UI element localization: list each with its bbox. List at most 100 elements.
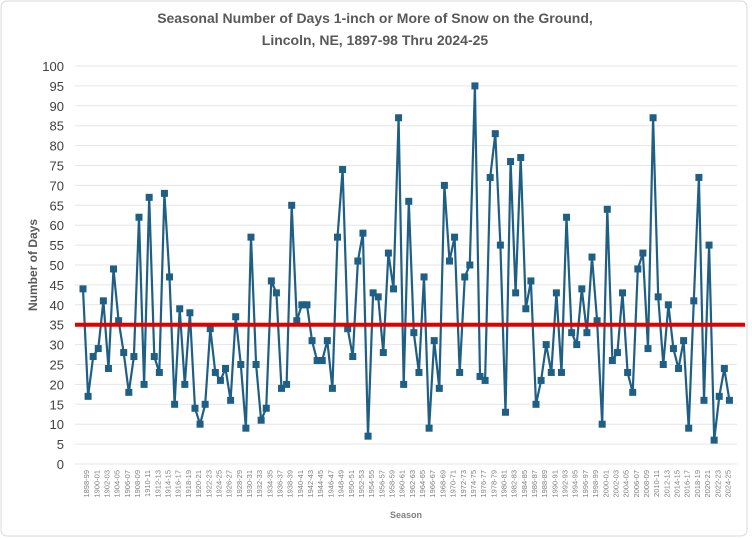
y-tick-label: 85 xyxy=(50,119,64,134)
data-point xyxy=(94,345,102,353)
data-point xyxy=(578,285,586,293)
data-point xyxy=(624,368,632,376)
x-tick-label: 1988-89 xyxy=(540,470,549,498)
x-tick-label: 1948-49 xyxy=(337,470,346,498)
x-tick-label: 1950-51 xyxy=(347,470,356,498)
data-point xyxy=(196,420,204,428)
y-tick-label: 60 xyxy=(50,218,64,233)
data-point xyxy=(634,265,642,273)
data-point xyxy=(568,329,576,337)
y-tick-label: 55 xyxy=(50,238,64,253)
x-tick-label: 1940-41 xyxy=(296,470,305,498)
data-point xyxy=(150,353,158,361)
y-tick-label: 25 xyxy=(50,358,64,373)
data-point xyxy=(334,233,341,241)
data-point xyxy=(532,400,540,408)
data-point xyxy=(680,337,688,345)
data-point xyxy=(115,317,123,325)
data-point xyxy=(313,357,321,365)
data-point xyxy=(613,349,621,357)
x-tick-label: 1926-27 xyxy=(225,470,234,498)
data-point xyxy=(216,376,224,384)
x-tick-label: 1966-67 xyxy=(428,470,437,498)
x-tick-label: 1970-71 xyxy=(449,470,458,498)
y-tick-label: 100 xyxy=(42,59,64,74)
x-tick-label: 1980-81 xyxy=(499,470,508,498)
data-point xyxy=(369,289,377,297)
data-point xyxy=(323,337,331,345)
data-point xyxy=(517,154,525,162)
data-point xyxy=(537,376,545,384)
data-point xyxy=(588,253,596,261)
x-tick-label: 1918-19 xyxy=(184,470,193,498)
x-tick-label: 1974-75 xyxy=(469,470,478,498)
data-point xyxy=(695,173,703,181)
series-line xyxy=(81,84,731,442)
data-point xyxy=(288,201,296,209)
y-tick-label: 35 xyxy=(50,318,64,333)
y-tick-label: 40 xyxy=(50,298,64,313)
x-tick-label: 1924-25 xyxy=(214,470,223,498)
data-point xyxy=(491,130,499,138)
y-tick-label: 30 xyxy=(50,338,64,353)
data-point xyxy=(232,313,240,321)
data-point xyxy=(99,297,107,305)
y-tick-label: 80 xyxy=(50,139,64,154)
x-tick-label: 2020-21 xyxy=(703,470,712,498)
data-point xyxy=(685,424,693,432)
data-point xyxy=(110,265,118,273)
x-tick-label: 1962-63 xyxy=(408,470,417,498)
data-point xyxy=(669,345,677,353)
x-tick-label: 2022-23 xyxy=(713,470,722,498)
data-point xyxy=(379,349,387,357)
data-point xyxy=(552,289,560,297)
x-tick-label: 1984-85 xyxy=(520,470,529,498)
data-point xyxy=(166,273,174,281)
data-point xyxy=(451,233,459,241)
x-tick-label: 1908-09 xyxy=(133,470,142,498)
y-tick-label: 70 xyxy=(50,178,64,193)
data-point xyxy=(364,432,372,440)
data-point xyxy=(278,384,286,392)
x-tick-label: 1960-61 xyxy=(398,470,407,498)
data-point xyxy=(405,197,413,205)
y-tick-label: 5 xyxy=(57,437,64,452)
data-point xyxy=(527,277,535,285)
x-tick-label: 2012-13 xyxy=(662,470,671,498)
x-tick-label: 1982-83 xyxy=(510,470,519,498)
x-tick-label: 1910-11 xyxy=(143,470,152,497)
x-tick-label: 1934-35 xyxy=(265,470,274,498)
data-point xyxy=(191,404,199,412)
x-tick-label: 1930-31 xyxy=(245,470,254,498)
data-point xyxy=(445,257,453,265)
data-point xyxy=(425,424,433,432)
x-tick-label: 1898-99 xyxy=(82,470,91,498)
data-point xyxy=(507,158,515,166)
data-point xyxy=(222,364,230,372)
x-tick-label: 1978-79 xyxy=(489,470,498,498)
x-tick-label: 1932-33 xyxy=(255,470,264,498)
data-point xyxy=(252,361,260,368)
data-point xyxy=(573,341,581,349)
x-tick-label: 1928-29 xyxy=(235,470,244,498)
data-point xyxy=(257,416,265,424)
data-point xyxy=(206,325,214,333)
data-point xyxy=(608,357,616,365)
x-tick-label: 2018-19 xyxy=(693,470,702,498)
data-point xyxy=(690,297,698,305)
data-point xyxy=(395,114,403,122)
data-point xyxy=(120,349,128,357)
x-tick-label: 1902-03 xyxy=(102,470,111,498)
y-tick-label: 20 xyxy=(50,377,64,392)
data-point xyxy=(461,273,469,281)
x-tick-label: 1990-91 xyxy=(550,470,559,498)
x-tick-label: 1914-15 xyxy=(164,470,173,498)
data-point xyxy=(466,261,474,269)
data-point xyxy=(710,436,718,444)
data-point xyxy=(563,213,571,221)
data-point xyxy=(649,114,657,122)
y-tick-label: 10 xyxy=(50,417,64,432)
data-point xyxy=(135,213,143,221)
y-tick-label: 90 xyxy=(50,99,64,114)
x-tick-label: 1956-57 xyxy=(377,470,386,498)
